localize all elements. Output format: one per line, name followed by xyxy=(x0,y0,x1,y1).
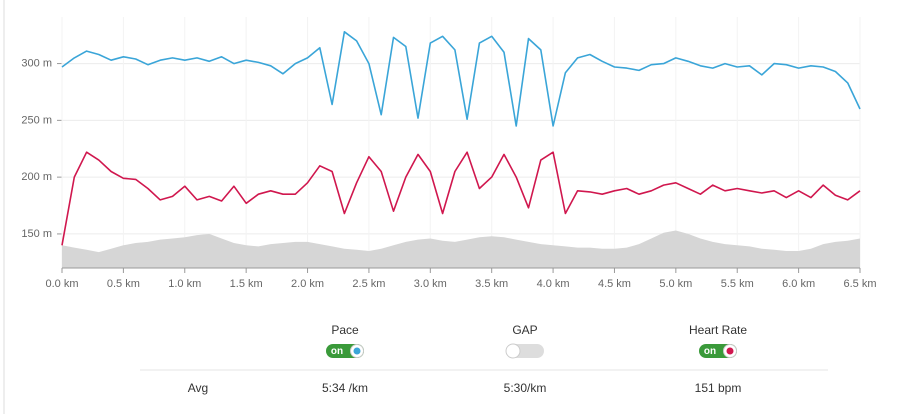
toggle-label: Pace xyxy=(331,323,359,337)
summary-value: 5:30/km xyxy=(504,381,547,395)
x-tick-label: 1.5 km xyxy=(230,278,263,290)
line xyxy=(61,31,861,127)
x-tick-label: 0.0 km xyxy=(45,278,78,290)
toggle-label: Heart Rate xyxy=(689,323,747,337)
line xyxy=(61,151,861,246)
x-tick-label: 4.0 km xyxy=(537,278,570,290)
toggle-knob xyxy=(505,343,521,359)
y-tick-label: 200 m xyxy=(21,171,52,183)
toggle-label: GAP xyxy=(512,323,537,337)
x-tick-label: 1.0 km xyxy=(168,278,201,290)
x-tick-label: 0.5 km xyxy=(107,278,140,290)
x-tick-label: 2.0 km xyxy=(291,278,324,290)
x-tick-label: 5.0 km xyxy=(659,278,692,290)
toggle[interactable]: on xyxy=(326,344,364,358)
summary-value: 5:34 /km xyxy=(322,381,368,395)
summary-label: Avg xyxy=(188,381,208,395)
x-tick-label: 4.5 km xyxy=(598,278,631,290)
x-tick-label: 3.0 km xyxy=(414,278,447,290)
x-tick-label: 2.5 km xyxy=(352,278,385,290)
toggle[interactable]: on xyxy=(699,344,737,358)
y-tick-label: 300 m xyxy=(21,57,52,69)
toggle-dot xyxy=(353,347,361,355)
x-tick-label: 3.5 km xyxy=(475,278,508,290)
y-tick-label: 250 m xyxy=(21,114,52,126)
summary-value: 151 bpm xyxy=(695,381,742,395)
y-tick-label: 150 m xyxy=(21,228,52,240)
area xyxy=(62,230,860,268)
toggle-state: on xyxy=(331,346,343,357)
x-tick-label: 6.0 km xyxy=(782,278,815,290)
x-tick-label: 6.5 km xyxy=(843,278,876,290)
x-tick-label: 5.5 km xyxy=(721,278,754,290)
toggle-dot xyxy=(726,347,734,355)
toggle-state: on xyxy=(704,346,716,357)
toggle[interactable] xyxy=(505,343,544,359)
